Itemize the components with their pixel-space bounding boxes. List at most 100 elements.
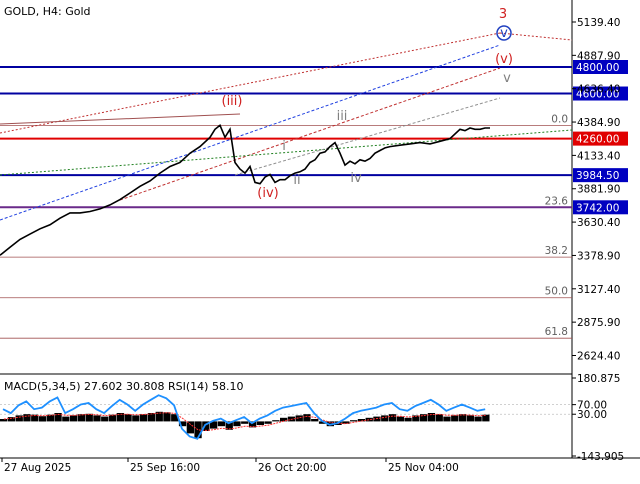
macd-histogram-bar	[248, 421, 257, 428]
macd-histogram-bar	[342, 421, 350, 424]
macd-histogram-bar	[303, 414, 311, 422]
macd-histogram-bar	[272, 420, 280, 422]
chart-title: GOLD, H4: Gold	[4, 5, 91, 18]
macd-histogram-bar	[420, 414, 428, 422]
trend-line-gray	[234, 97, 501, 176]
macd-histogram-bar	[178, 421, 187, 427]
macd-histogram-bar	[388, 414, 397, 422]
price-tick-label: 3127.40	[577, 284, 620, 296]
level-label: 4600.00	[576, 89, 619, 101]
macd-histogram-bar	[451, 415, 459, 422]
trend-line-top	[0, 113, 241, 125]
wave-label: v	[500, 26, 508, 41]
macd-histogram-bar	[116, 413, 124, 422]
price-tick-label: 4887.90	[577, 50, 620, 62]
macd-histogram-bar	[93, 415, 101, 422]
wave-label: i	[282, 139, 286, 154]
macd-histogram-bar	[140, 414, 148, 422]
level-label: 4260.00	[576, 134, 619, 146]
rsi-line	[2, 394, 486, 440]
price-tick-label: 3881.90	[577, 184, 620, 196]
macd-histogram-bar	[412, 415, 420, 422]
macd-histogram-bar	[443, 416, 451, 422]
fib-level-label: 61.8	[545, 326, 568, 338]
macd-histogram-bar	[318, 421, 327, 424]
macd-histogram-bar	[155, 411, 163, 422]
macd-histogram-bar	[46, 414, 54, 422]
wave-label: iii	[337, 109, 348, 124]
price-axis: 5139.40 4887.90 4636.40 4384.90 4133.40 3881.…	[572, 17, 620, 363]
macd-histogram-bar	[62, 416, 70, 422]
macd-histogram-bar	[171, 414, 179, 422]
macd-histogram-bar	[404, 417, 412, 422]
macd-histogram-bar	[280, 417, 288, 422]
macd-histogram-bar	[202, 421, 210, 431]
fib-level-label: 0.0	[551, 113, 568, 125]
time-axis: 27 Aug 2025 25 Sep 16:00 26 Oct 20:00 25 No…	[1, 458, 459, 474]
macd-histogram-bar	[365, 417, 373, 422]
macd-signal-line	[3, 412, 487, 431]
fib-level-label: 23.6	[545, 195, 569, 207]
macd-histogram-bar	[264, 421, 272, 424]
trend-line-blue	[0, 44, 501, 221]
macd-histogram-bar	[241, 421, 249, 424]
wave-label: 3	[499, 7, 507, 22]
macd-histogram-bar	[474, 416, 482, 422]
macd-histogram-bar	[124, 414, 132, 422]
wave-circle	[496, 25, 512, 41]
level-label-box	[573, 131, 628, 146]
macd-histogram-bar	[381, 415, 389, 422]
price-series	[0, 124, 490, 256]
price-tick-label: 3630.40	[577, 217, 620, 229]
macd-histogram-bar	[225, 421, 233, 430]
macd-histogram-bar	[70, 415, 78, 422]
macd-histogram-bar	[482, 414, 490, 422]
time-tick-label: 26 Oct 20:00	[258, 462, 326, 474]
macd-histogram-bar	[163, 412, 171, 422]
trend-line-red-right	[499, 32, 573, 41]
macd-histogram-bar	[108, 414, 117, 422]
level-label: 3742.00	[576, 202, 619, 214]
wave-label: ii	[293, 173, 300, 188]
price-tick-label: 2624.40	[577, 351, 620, 363]
price-tick-label: 4133.40	[577, 150, 620, 162]
time-tick-label: 25 Nov 04:00	[388, 462, 459, 474]
macd-histogram-bar	[210, 421, 218, 429]
trend-line-red-upper	[0, 32, 501, 134]
macd-histogram-bar	[101, 416, 109, 422]
wave-label: v	[503, 71, 511, 86]
macd-histogram-bar	[396, 416, 404, 422]
price-tick-label: 3378.90	[577, 250, 620, 262]
macd-histogram-bar	[295, 415, 303, 422]
level-label: 4800.00	[576, 62, 619, 74]
macd-histogram-bar	[217, 421, 226, 427]
grid	[0, 0, 640, 459]
macd-histogram-bar	[31, 414, 39, 422]
macd-histogram-bar	[311, 419, 319, 422]
level-label: 3984.50	[576, 170, 619, 182]
macd-histogram-bar	[435, 414, 443, 422]
level-label-box	[573, 60, 628, 74]
price-tick-label: 5139.40	[577, 17, 620, 29]
fib-level-label: 50.0	[545, 286, 568, 298]
macd-histogram-bar	[458, 414, 467, 422]
price-tick-label: 2875.90	[577, 317, 620, 329]
macd-histogram-bar	[147, 413, 156, 422]
wave-label: (v)	[495, 52, 513, 67]
macd-histogram-bar	[357, 419, 366, 422]
indicator-tick-label: 30.00	[577, 409, 607, 421]
price-tick-label: 4384.90	[577, 117, 620, 129]
horizontal-levels: 0.0 23.6 38.2 50.0 61.8 4800.00 4600.00 4260.00…	[0, 60, 628, 339]
level-label-box	[573, 200, 628, 215]
fib-level-label: 38.2	[545, 245, 568, 257]
macd-histogram-bar	[77, 414, 86, 422]
macd-histogram-bar	[256, 421, 264, 425]
macd-histogram-bar	[427, 413, 436, 422]
macd-histogram-bar	[350, 420, 358, 422]
time-tick-label: 27 Aug 2025	[4, 462, 71, 474]
time-tick-label: 25 Sep 16:00	[130, 462, 200, 474]
